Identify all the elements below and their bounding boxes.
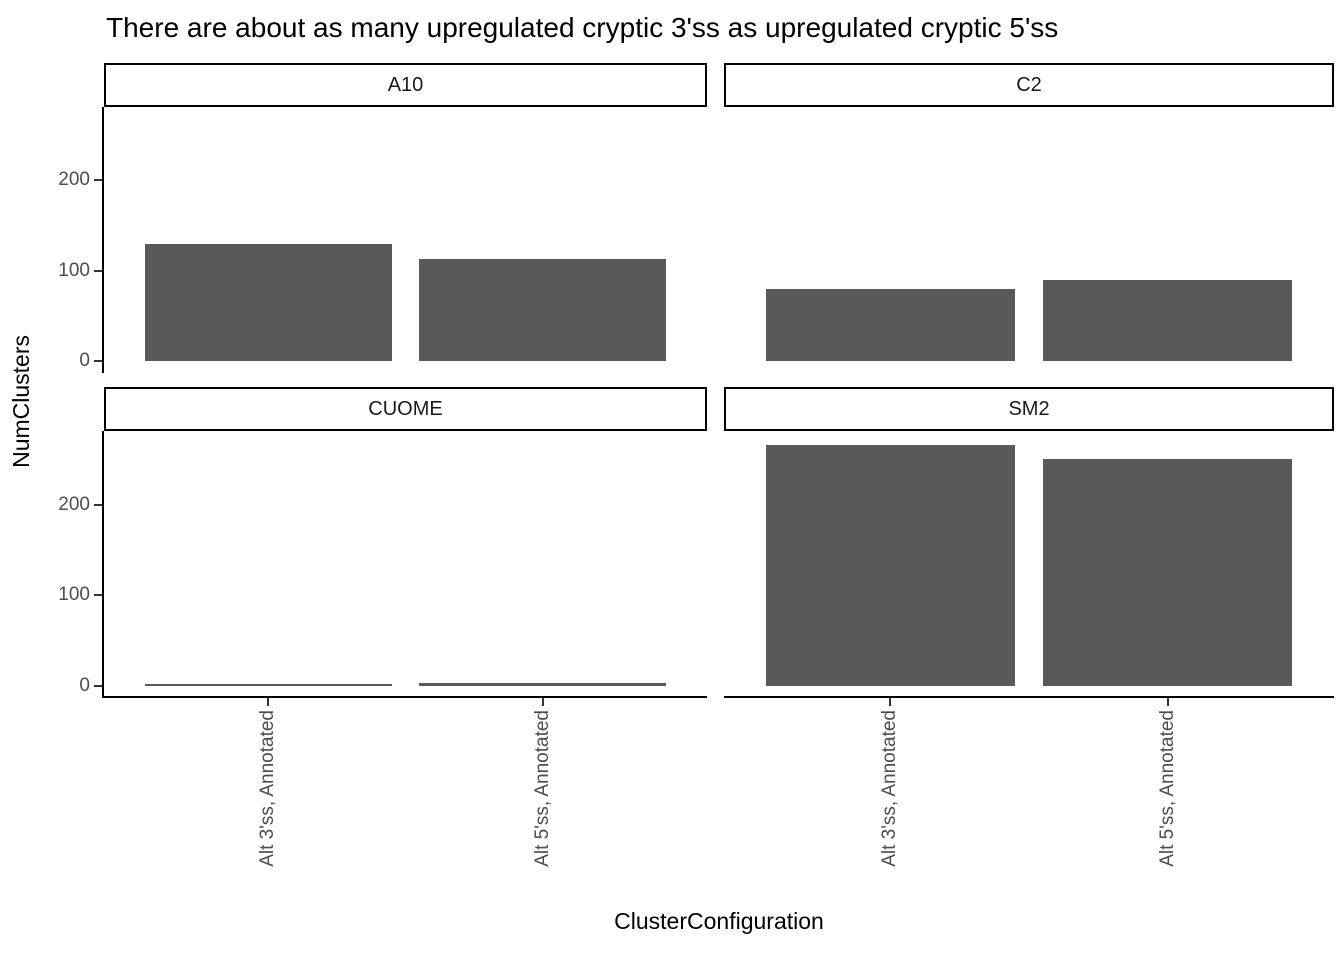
facet-strip-label: CUOME	[368, 397, 443, 420]
y-axis-line	[102, 107, 104, 373]
x-tick-label: Alt 3'ss, Annotated	[879, 710, 901, 867]
bar	[765, 444, 1016, 687]
bar	[1042, 279, 1293, 362]
x-tick-label: Alt 3'ss, Annotated	[257, 710, 279, 867]
facet-strip: SM2	[724, 387, 1334, 431]
facet-strip-label: A10	[387, 73, 424, 96]
y-tick-label: 100	[58, 584, 90, 606]
x-axis-line	[724, 696, 1334, 698]
facet-strip: C2	[724, 63, 1334, 107]
bar	[145, 684, 392, 687]
x-axis-line	[104, 696, 707, 698]
x-tick-mark	[267, 698, 270, 706]
bar	[419, 682, 666, 687]
x-tick-label: Alt 5'ss, Annotated	[532, 710, 554, 867]
x-tick-label-text: Alt 3'ss, Annotated	[257, 710, 279, 867]
bar	[419, 259, 666, 362]
y-tick-label: 0	[79, 350, 90, 372]
bar	[145, 243, 392, 362]
y-tick-mark	[94, 594, 102, 597]
y-tick-label: 200	[58, 169, 90, 191]
x-tick-mark	[541, 698, 544, 706]
x-axis-title: ClusterConfiguration	[614, 908, 824, 934]
y-tick-label: 0	[79, 675, 90, 697]
y-axis-line	[102, 431, 104, 698]
x-tick-mark	[1166, 698, 1169, 706]
facet-strip: CUOME	[104, 387, 707, 431]
x-tick-label-text: Alt 5'ss, Annotated	[531, 710, 553, 867]
bar	[765, 288, 1016, 362]
y-tick-mark	[94, 360, 102, 363]
x-tick-label: Alt 5'ss, Annotated	[1157, 710, 1179, 867]
facet-strip-label: SM2	[1008, 397, 1050, 420]
x-tick-label-text: Alt 5'ss, Annotated	[1156, 710, 1178, 867]
facet-strip: A10	[104, 63, 707, 107]
bar	[1042, 459, 1293, 687]
facet-strip-label: C2	[1016, 73, 1042, 96]
y-tick-mark	[94, 685, 102, 688]
x-tick-label-text: Alt 3'ss, Annotated	[879, 710, 901, 867]
y-tick-label: 100	[58, 259, 90, 281]
chart-title: There are about as many upregulated cryp…	[106, 12, 1059, 43]
y-tick-mark	[94, 503, 102, 506]
y-tick-mark	[94, 269, 102, 272]
y-tick-label: 200	[58, 493, 90, 515]
y-tick-mark	[94, 179, 102, 182]
x-tick-mark	[889, 698, 892, 706]
